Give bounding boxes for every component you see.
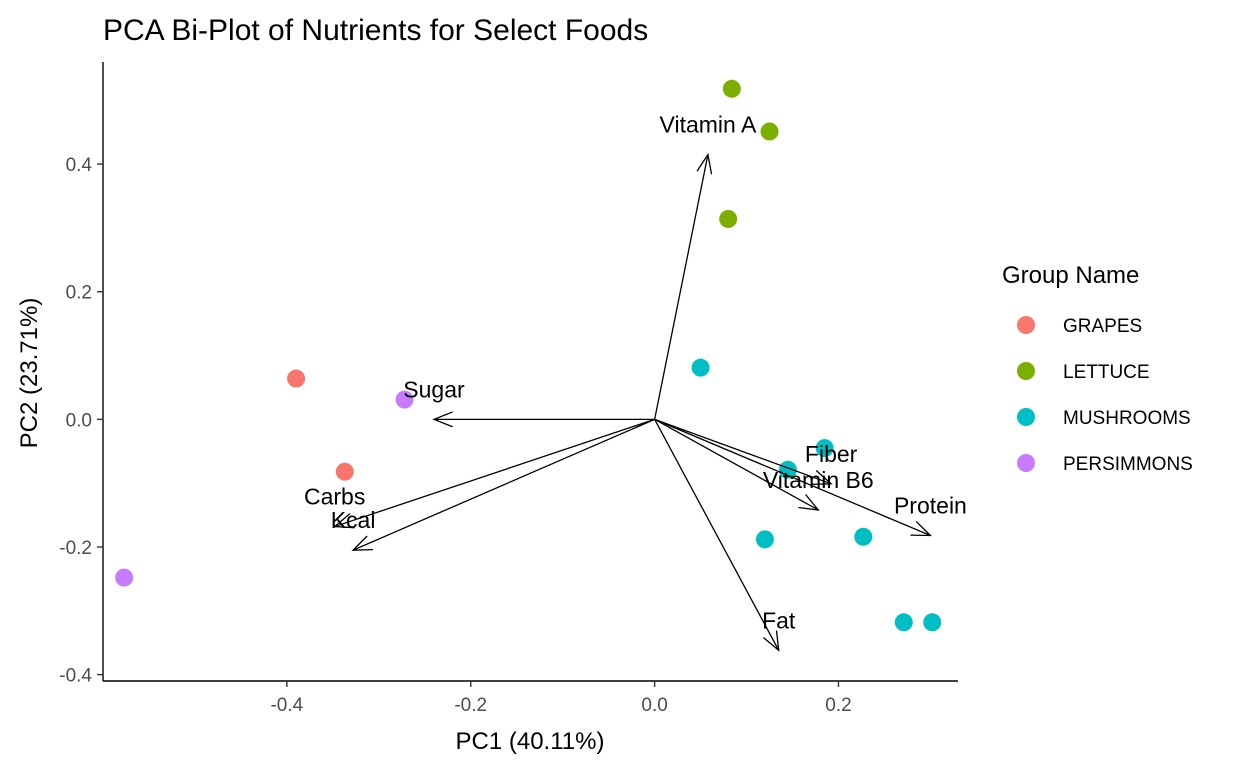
legend: Group Name GRAPES LETTUCE MUSHROOMS PERSIMM…: [1002, 262, 1193, 475]
loading-arrowhead-vitamin-b6: [798, 494, 820, 511]
legend-items: GRAPES LETTUCE MUSHROOMS PERSIMMONS: [1017, 316, 1193, 475]
data-point-lettuce: [719, 209, 738, 228]
y-tick-label: -0.2: [59, 538, 92, 559]
data-point-persimmons: [115, 568, 134, 587]
loading-label-fiber: Fiber: [805, 441, 858, 467]
data-point-mushrooms: [854, 527, 873, 546]
loading-label-protein: Protein: [894, 493, 967, 519]
loading-arrow-vitamin-a: [653, 154, 709, 420]
loading-arrowhead-vitamin-a: [696, 152, 713, 175]
loading-label-sugar: Sugar: [403, 376, 465, 402]
data-point-lettuce: [760, 122, 779, 141]
legend-label-grapes: GRAPES: [1063, 316, 1142, 337]
loading-arrowhead-kcal: [351, 535, 374, 551]
loading-label-carbs: Carbs: [304, 484, 365, 510]
y-axis-ticks: -0.4 -0.2 0.0 0.2 0.4: [59, 155, 103, 687]
data-point-grapes: [335, 462, 354, 481]
x-axis-ticks: -0.4 -0.2 0.0 0.2: [270, 681, 852, 716]
legend-title: Group Name: [1002, 262, 1139, 289]
loading-arrowhead-carbs: [333, 513, 355, 529]
loading-label-vitamin-b6: Vitamin B6: [763, 467, 874, 493]
y-tick-label: -0.4: [59, 666, 92, 687]
data-point-mushrooms: [755, 530, 774, 549]
y-tick-label: 0.2: [66, 283, 92, 304]
loading-arrow-vitamin-b6: [654, 418, 819, 511]
x-tick-label: -0.4: [270, 695, 303, 716]
x-tick-label: 0.0: [641, 695, 667, 716]
loading-arrowhead-sugar: [432, 411, 453, 428]
loading-label-fat: Fat: [762, 607, 796, 633]
x-axis-title: PC1 (40.11%): [456, 728, 605, 755]
y-axis-title: PC2 (23.71%): [16, 298, 43, 449]
loading-arrowhead-fiber: [811, 469, 833, 486]
loading-arrow-fiber: [654, 418, 832, 485]
legend-label-mushrooms: MUSHROOMS: [1063, 408, 1191, 429]
data-point-lettuce: [722, 79, 741, 98]
loading-arrowhead-fat: [762, 630, 780, 652]
loading-label-vitamin-a: Vitamin A: [660, 112, 757, 138]
loading-arrowhead-protein: [910, 520, 933, 537]
y-tick-label: 0.4: [66, 155, 93, 176]
plot-area: -0.4 -0.2 0.0 0.2 -0.4 -0.2 0.0 0.2 0.4 Vitamin…: [59, 62, 967, 716]
data-point-persimmons: [395, 390, 414, 409]
legend-swatch-lettuce: [1017, 362, 1035, 380]
legend-swatch-persimmons: [1017, 454, 1035, 472]
loading-arrow-carbs: [334, 418, 655, 528]
data-point-mushrooms: [691, 358, 710, 377]
loading-arrow-fat: [654, 419, 780, 651]
legend-label-lettuce: LETTUCE: [1063, 362, 1150, 383]
chart-title: PCA Bi-Plot of Nutrients for Select Food…: [103, 14, 648, 47]
x-tick-label: -0.2: [454, 695, 487, 716]
loading-arrows: [333, 152, 933, 652]
data-point-mushrooms: [894, 613, 913, 632]
data-points: [115, 79, 942, 632]
legend-label-persimmons: PERSIMMONS: [1063, 454, 1193, 475]
data-point-mushrooms: [815, 439, 834, 458]
legend-swatch-mushrooms: [1017, 408, 1035, 426]
loading-label-kcal: Kcal: [331, 507, 376, 533]
data-point-mushrooms: [923, 613, 942, 632]
x-tick-label: 0.2: [825, 695, 851, 716]
data-point-grapes: [287, 369, 306, 388]
loading-arrow-protein: [654, 418, 931, 537]
legend-swatch-grapes: [1017, 316, 1035, 334]
y-tick-label: 0.0: [66, 410, 92, 431]
loading-arrow-kcal: [352, 418, 655, 551]
